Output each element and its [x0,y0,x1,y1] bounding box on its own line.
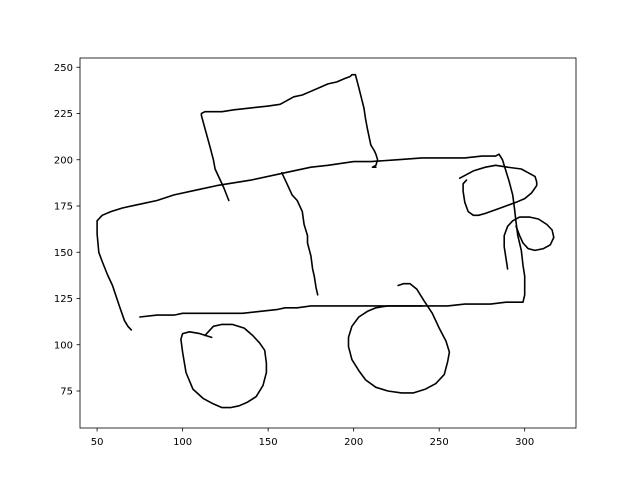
x-tick-label: 200 [344,437,363,448]
x-tick-label: 150 [259,437,278,448]
series-line-1 [280,171,319,296]
y-tick-label: 100 [54,340,73,351]
y-tick-label: 200 [54,155,73,166]
series-line-6 [503,216,555,270]
series-line-2 [96,153,526,331]
y-tick-label: 150 [54,248,73,259]
y-tick-label: 225 [54,109,73,120]
series-line-5 [458,164,538,217]
plot-frame [79,57,577,429]
y-tick-label: 175 [54,202,73,213]
y-axis: 75 100 125 150 175 200 225 250 [54,63,80,398]
series-layer [96,73,555,409]
x-axis: 50 100 150 200 250 300 [91,428,534,448]
y-tick-label: 125 [54,294,73,305]
y-tick-label: 250 [54,63,73,74]
x-tick-label: 300 [515,437,534,448]
y-tick-label: 75 [60,387,73,398]
series-line-3 [180,323,268,409]
series-line-0 [200,73,379,202]
x-tick-label: 100 [173,437,192,448]
x-tick-label: 50 [91,437,104,448]
series-line-4 [347,282,451,394]
x-tick-label: 250 [430,437,449,448]
